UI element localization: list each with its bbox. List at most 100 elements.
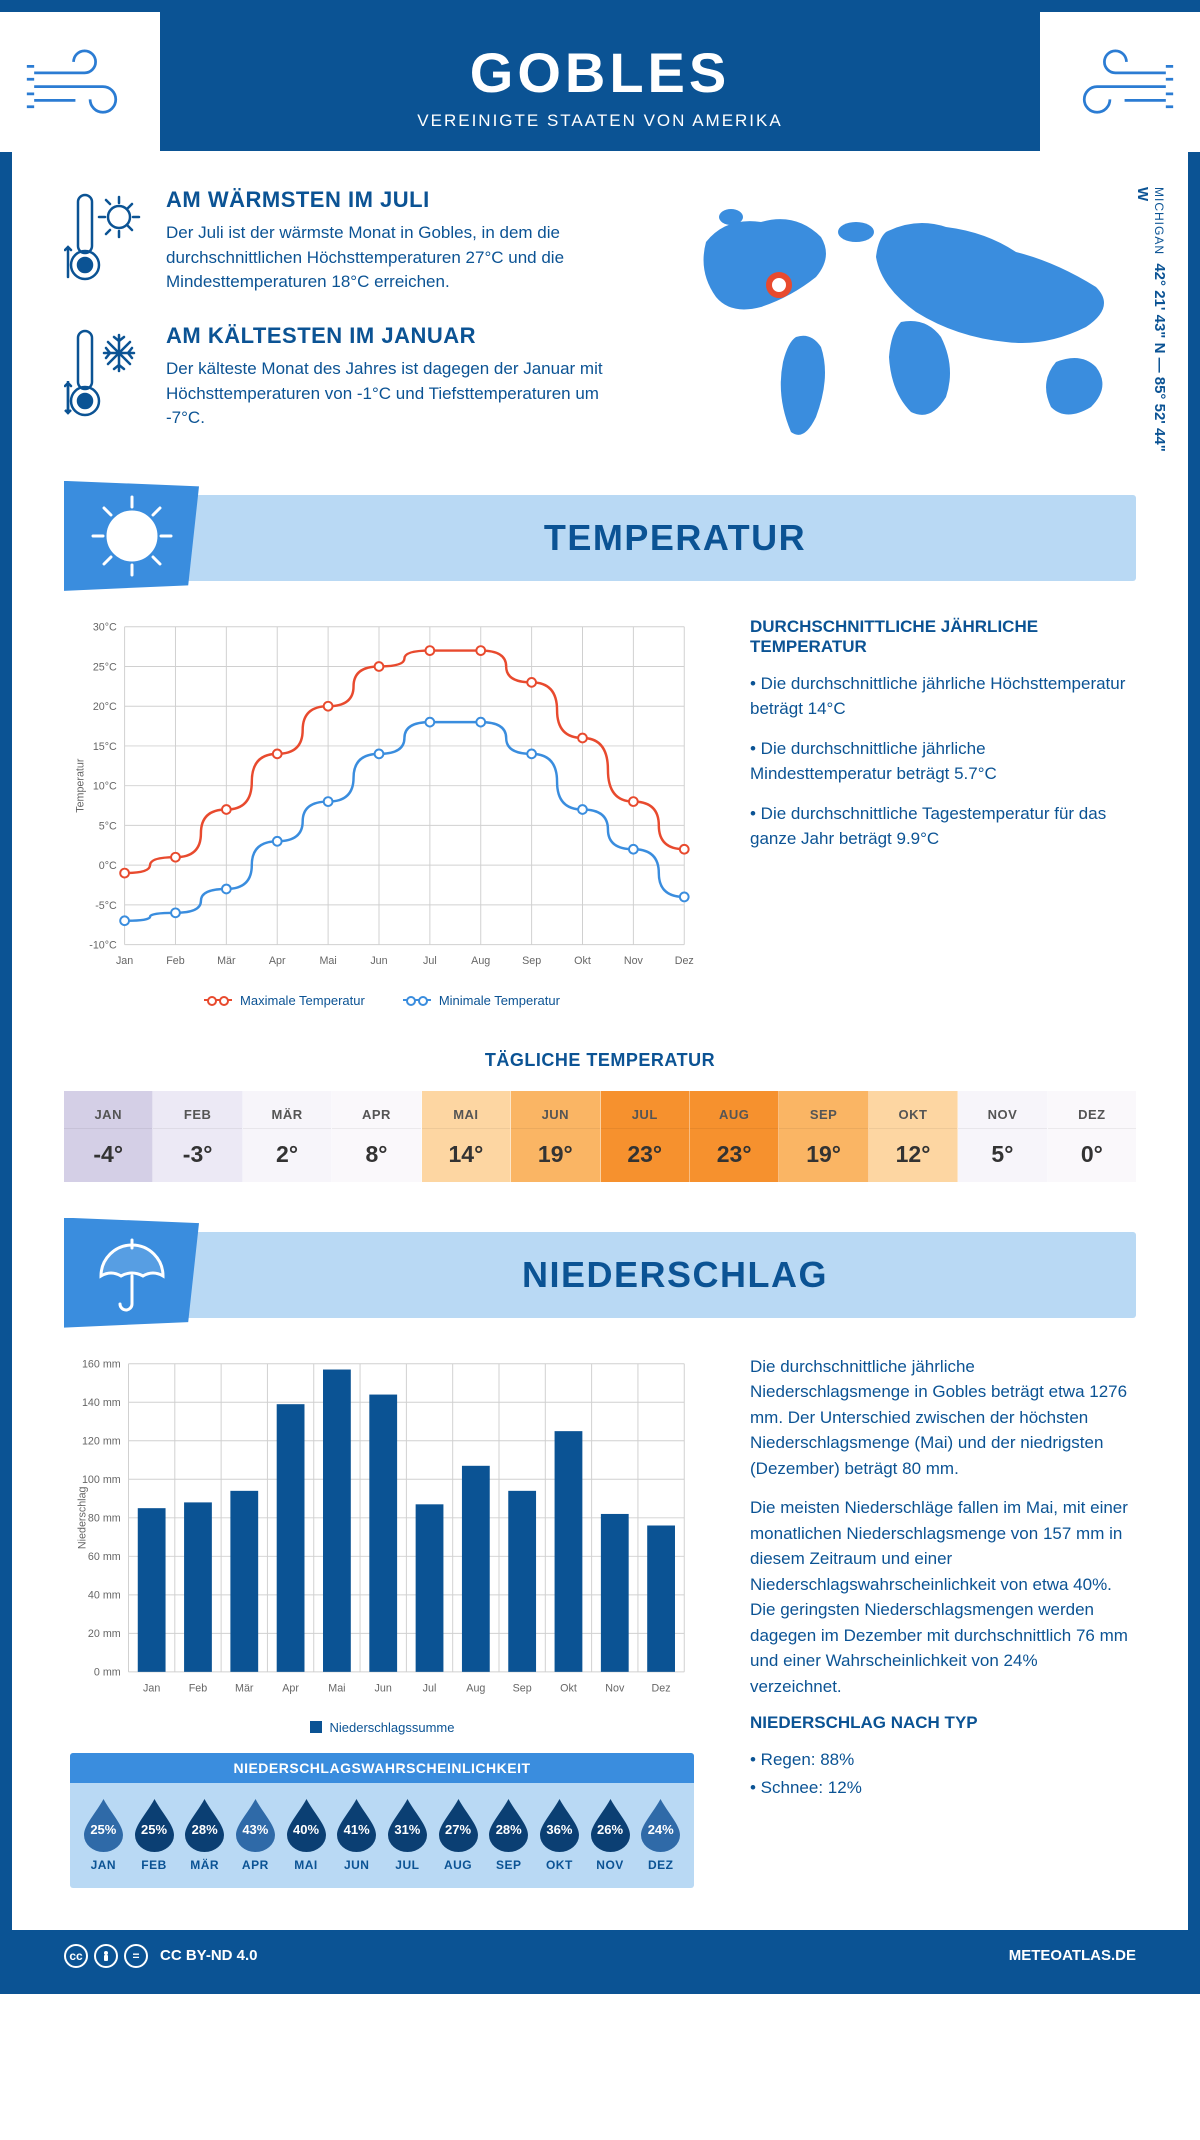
- coldest-block: AM KÄLTESTEN IM JANUAR Der kälteste Mona…: [64, 323, 628, 431]
- wind-icon-right: [1040, 12, 1200, 152]
- svg-text:160 mm: 160 mm: [82, 1358, 121, 1370]
- daily-temp-heading: TÄGLICHE TEMPERATUR: [64, 1050, 1136, 1071]
- temp-cell: JUL23°: [601, 1091, 690, 1182]
- drop-cell: 24%DEZ: [635, 1797, 686, 1872]
- svg-text:Mär: Mär: [217, 955, 236, 967]
- svg-text:Feb: Feb: [189, 1682, 208, 1694]
- license: cc = CC BY-ND 4.0: [64, 1944, 258, 1968]
- warmest-block: AM WÄRMSTEN IM JULI Der Juli ist der wär…: [64, 187, 628, 295]
- precipitation-title: NIEDERSCHLAG: [214, 1254, 1136, 1296]
- precipitation-legend: Niederschlagssumme: [70, 1720, 694, 1735]
- svg-text:140 mm: 140 mm: [82, 1397, 121, 1409]
- temperature-banner: TEMPERATUR: [64, 495, 1136, 581]
- warmest-text: Der Juli ist der wärmste Monat in Gobles…: [166, 221, 628, 295]
- city-title: GOBLES: [12, 40, 1188, 105]
- precipitation-banner: NIEDERSCHLAG: [64, 1232, 1136, 1318]
- svg-text:-5°C: -5°C: [95, 900, 117, 912]
- svg-text:-10°C: -10°C: [89, 939, 117, 951]
- drop-cell: 27%AUG: [433, 1797, 484, 1872]
- svg-text:0°C: 0°C: [99, 860, 117, 872]
- temp-cell: JUN19°: [511, 1091, 600, 1182]
- svg-text:Jul: Jul: [423, 955, 437, 967]
- world-map: [676, 187, 1136, 447]
- svg-text:20°C: 20°C: [93, 701, 117, 713]
- svg-text:Temperatur: Temperatur: [75, 758, 87, 813]
- temperature-chart: -10°C-5°C0°C5°C10°C15°C20°C25°C30°CJanFe…: [70, 617, 694, 1008]
- temp-cell: OKT12°: [869, 1091, 958, 1182]
- svg-text:0 mm: 0 mm: [94, 1666, 121, 1678]
- site-credit: METEOATLAS.DE: [1009, 1947, 1136, 1964]
- svg-text:10°C: 10°C: [93, 780, 117, 792]
- drop-cell: 28%SEP: [483, 1797, 534, 1872]
- temp-cell: MAI14°: [422, 1091, 511, 1182]
- header: GOBLES VEREINIGTE STAATEN VON AMERIKA: [12, 12, 1188, 151]
- svg-text:Mär: Mär: [235, 1682, 254, 1694]
- temp-cell: MÄR2°: [243, 1091, 332, 1182]
- svg-text:30°C: 30°C: [93, 621, 117, 633]
- warmest-heading: AM WÄRMSTEN IM JULI: [166, 187, 628, 213]
- svg-text:Sep: Sep: [513, 1682, 532, 1694]
- wind-icon-left: [0, 12, 160, 152]
- by-icon: [94, 1944, 118, 1968]
- drop-cell: 43%APR: [230, 1797, 281, 1872]
- country-subtitle: VEREINIGTE STAATEN VON AMERIKA: [12, 111, 1188, 131]
- svg-text:Nov: Nov: [605, 1682, 625, 1694]
- umbrella-icon: [64, 1218, 199, 1328]
- drop-cell: 31%JUL: [382, 1797, 433, 1872]
- cc-icon: cc: [64, 1944, 88, 1968]
- footer: cc = CC BY-ND 4.0 METEOATLAS.DE: [12, 1930, 1188, 1982]
- svg-text:20 mm: 20 mm: [88, 1628, 121, 1640]
- daily-temp-table: JAN-4°FEB-3°MÄR2°APR8°MAI14°JUN19°JUL23°…: [64, 1091, 1136, 1182]
- svg-text:Niederschlag: Niederschlag: [77, 1486, 89, 1549]
- drop-cell: 41%JUN: [331, 1797, 382, 1872]
- drop-cell: 28%MÄR: [179, 1797, 230, 1872]
- svg-text:Apr: Apr: [282, 1682, 299, 1694]
- svg-text:100 mm: 100 mm: [82, 1474, 121, 1486]
- svg-text:60 mm: 60 mm: [88, 1551, 121, 1563]
- temperature-legend: Maximale Temperatur Minimale Temperatur: [70, 993, 694, 1008]
- drop-cell: 26%NOV: [585, 1797, 636, 1872]
- temp-cell: AUG23°: [690, 1091, 779, 1182]
- thermometer-snow-icon: [64, 323, 144, 431]
- coldest-heading: AM KÄLTESTEN IM JANUAR: [166, 323, 628, 349]
- drop-cell: 25%JAN: [78, 1797, 129, 1872]
- temperature-title: TEMPERATUR: [214, 517, 1136, 559]
- svg-text:Jan: Jan: [116, 955, 133, 967]
- intro-section: AM WÄRMSTEN IM JULI Der Juli ist der wär…: [64, 187, 1136, 459]
- sun-icon: [64, 481, 199, 591]
- svg-text:Dez: Dez: [675, 955, 694, 967]
- svg-text:Sep: Sep: [522, 955, 541, 967]
- svg-text:5°C: 5°C: [99, 820, 117, 832]
- temp-cell: FEB-3°: [153, 1091, 242, 1182]
- svg-text:Jun: Jun: [375, 1682, 392, 1694]
- infographic: GOBLES VEREINIGTE STAATEN VON AMERIKA: [0, 0, 1200, 1994]
- drop-cell: 36%OKT: [534, 1797, 585, 1872]
- svg-text:40 mm: 40 mm: [88, 1589, 121, 1601]
- temp-cell: SEP19°: [779, 1091, 868, 1182]
- precipitation-probability: NIEDERSCHLAGSWAHRSCHEINLICHKEIT 25%JAN25…: [70, 1753, 694, 1888]
- drop-cell: 25%FEB: [129, 1797, 180, 1872]
- nd-icon: =: [124, 1944, 148, 1968]
- svg-text:Nov: Nov: [624, 955, 644, 967]
- svg-text:Aug: Aug: [466, 1682, 485, 1694]
- svg-text:Apr: Apr: [269, 955, 286, 967]
- thermometer-sun-icon: [64, 187, 144, 295]
- svg-text:15°C: 15°C: [93, 741, 117, 753]
- drop-cell: 40%MAI: [281, 1797, 332, 1872]
- precipitation-summary: Die durchschnittliche jährliche Niedersc…: [750, 1354, 1130, 1888]
- svg-text:Jan: Jan: [143, 1682, 160, 1694]
- svg-text:120 mm: 120 mm: [82, 1435, 121, 1447]
- svg-text:80 mm: 80 mm: [88, 1512, 121, 1524]
- temp-cell: JAN-4°: [64, 1091, 153, 1182]
- temp-cell: DEZ0°: [1048, 1091, 1136, 1182]
- svg-text:Jul: Jul: [423, 1682, 437, 1694]
- temp-cell: APR8°: [332, 1091, 421, 1182]
- svg-text:Mai: Mai: [328, 1682, 345, 1694]
- temperature-summary: DURCHSCHNITTLICHE JÄHRLICHE TEMPERATUR •…: [750, 617, 1130, 1008]
- svg-text:25°C: 25°C: [93, 661, 117, 673]
- svg-text:Aug: Aug: [471, 955, 490, 967]
- svg-text:Jun: Jun: [370, 955, 387, 967]
- svg-text:Dez: Dez: [652, 1682, 671, 1694]
- svg-text:Okt: Okt: [560, 1682, 577, 1694]
- svg-text:Okt: Okt: [574, 955, 591, 967]
